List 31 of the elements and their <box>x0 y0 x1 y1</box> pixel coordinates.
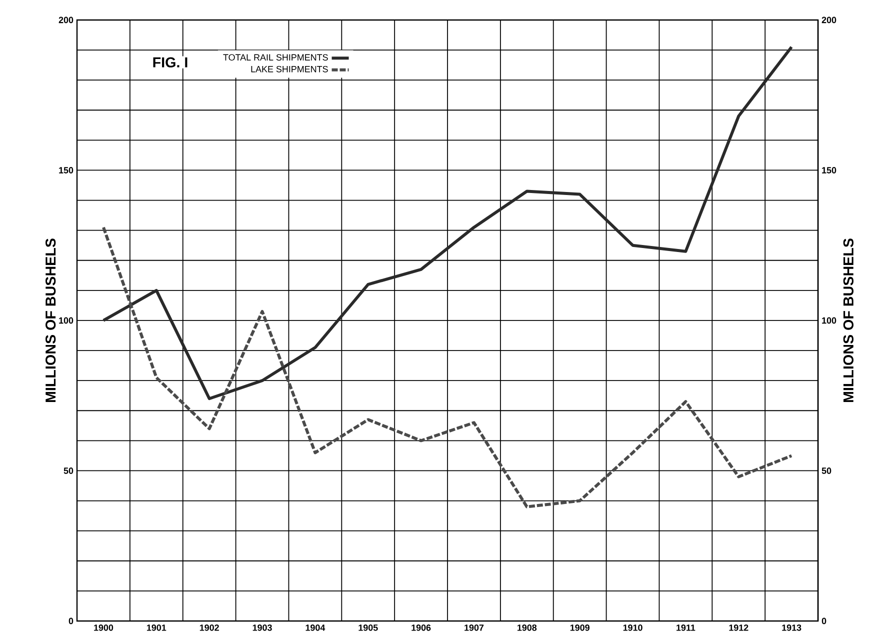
y-tick-label: 0 <box>68 618 74 624</box>
line-series <box>102 226 794 508</box>
y2-tick-label: 0 <box>822 618 826 624</box>
x-tick-label: 1911 <box>676 624 696 631</box>
x-tick-label: 1913 <box>782 624 802 631</box>
y-tick-label: 50 <box>64 468 74 474</box>
x-tick-label: 1903 <box>252 624 272 631</box>
x-tick-label: 1910 <box>623 624 642 631</box>
x-tick-label: 1905 <box>358 624 378 631</box>
x-tick-label: 1906 <box>412 624 431 631</box>
y2-axis-title: MILLIONS OF BUSHELS <box>843 238 854 402</box>
y-tick-label: 100 <box>59 317 74 324</box>
x-tick-label: 1902 <box>200 624 219 631</box>
x-tick-label: 1901 <box>146 624 166 631</box>
x-tick-label: 1909 <box>570 624 590 631</box>
text: FIG. I <box>153 57 188 68</box>
y2-tick-label: 50 <box>822 468 832 474</box>
x-tick-label: 1900 <box>94 624 114 631</box>
legend-label: LAKE SHIPMENTS <box>251 66 328 72</box>
line-series <box>102 46 794 400</box>
y2-tick-label: 200 <box>822 16 836 24</box>
y-tick-label: 200 <box>58 16 74 24</box>
y-tick-label: 150 <box>59 167 74 174</box>
x-tick-label: 1912 <box>729 624 748 631</box>
x-tick-label: 1904 <box>306 624 326 631</box>
y-axis-title: MILLIONS OF BUSHELS <box>46 238 56 402</box>
x-tick-label: 1907 <box>464 624 484 631</box>
x-tick-label: 1908 <box>517 624 537 631</box>
y2-tick-label: 100 <box>822 317 836 324</box>
legend-label: TOTAL RAIL SHIPMENTS <box>223 54 328 61</box>
y2-tick-label: 150 <box>822 167 836 174</box>
